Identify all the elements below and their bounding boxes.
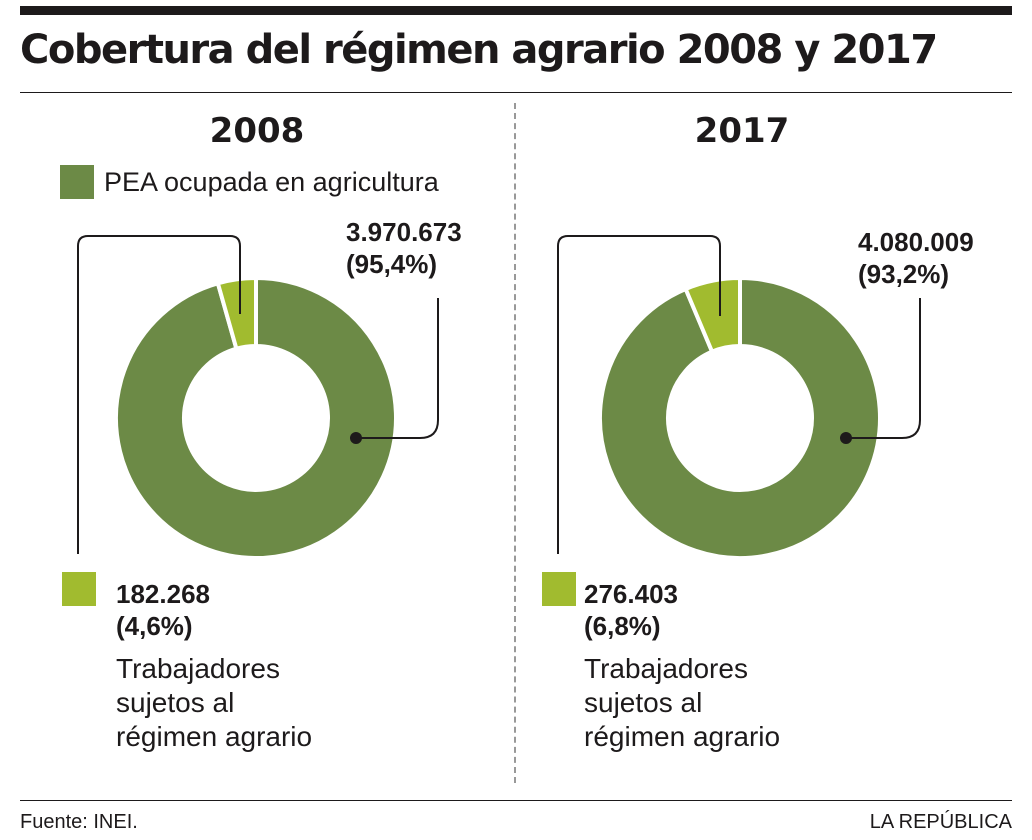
legend-label-pea: PEA ocupada en agricultura <box>104 166 439 197</box>
leader-line-regimen-2017 <box>557 235 721 554</box>
footer-rule <box>20 800 1012 801</box>
brand-logo: LA REPÚBLICA <box>869 811 1012 833</box>
panel-divider <box>514 103 516 783</box>
regimen-description-line: Trabajadores <box>116 653 280 684</box>
regimen-percent-2017: (6,8%) <box>584 611 661 641</box>
regimen-description-line: régimen agrario <box>584 721 781 752</box>
regimen-description-line: régimen agrario <box>116 721 313 752</box>
regimen-count-2008: 182.268 <box>116 579 210 609</box>
regimen-value-2008: 182.268 (4,6%) <box>116 578 210 642</box>
regimen-value-2017: 276.403 (6,8%) <box>584 578 678 642</box>
donut-slice-2008-regimen <box>215 275 258 352</box>
title-rule <box>20 92 1012 93</box>
regimen-description-line: Trabajadores <box>584 653 748 684</box>
pea-percent-2008: (95,4%) <box>346 249 438 279</box>
leader-line-pea-2008 <box>356 298 439 439</box>
leader-dot-pea-2017 <box>840 432 852 444</box>
donut-slice-2008-pea <box>114 275 398 560</box>
regimen-percent-2008: (4,6%) <box>116 611 193 641</box>
leader-line-pea-2017 <box>846 298 921 439</box>
year-label-2017: 2017 <box>694 111 790 151</box>
legend-swatch-pea <box>60 165 94 199</box>
leader-line-regimen-2008 <box>77 235 241 554</box>
regimen-description-2017: Trabajadores sujetos al régimen agrario <box>584 652 780 754</box>
leader-dot-pea-2008 <box>350 432 362 444</box>
pea-count-2008: 3.970.673 <box>346 217 462 247</box>
pea-count-2017: 4.080.009 <box>858 227 974 257</box>
chart-title: Cobertura del régimen agrario 2008 y 201… <box>20 27 938 73</box>
regimen-description-line: sujetos al <box>116 687 235 718</box>
top-bar <box>20 6 1012 15</box>
regimen-swatch-2008 <box>62 572 96 606</box>
legend: PEA ocupada en agricultura <box>60 164 439 200</box>
regimen-description-line: sujetos al <box>584 687 703 718</box>
year-label-2008: 2008 <box>209 111 305 151</box>
pea-percent-2017: (93,2%) <box>858 259 950 289</box>
pea-value-2017: 4.080.009 (93,2%) <box>858 226 974 290</box>
donut-slice-2017-regimen <box>683 275 742 355</box>
regimen-swatch-2017 <box>542 572 576 606</box>
donut-slice-2017-pea <box>598 275 882 560</box>
regimen-count-2017: 276.403 <box>584 579 678 609</box>
regimen-description-2008: Trabajadores sujetos al régimen agrario <box>116 652 312 754</box>
pea-value-2008: 3.970.673 (95,4%) <box>346 216 462 280</box>
source-note: Fuente: INEI. <box>20 811 138 833</box>
